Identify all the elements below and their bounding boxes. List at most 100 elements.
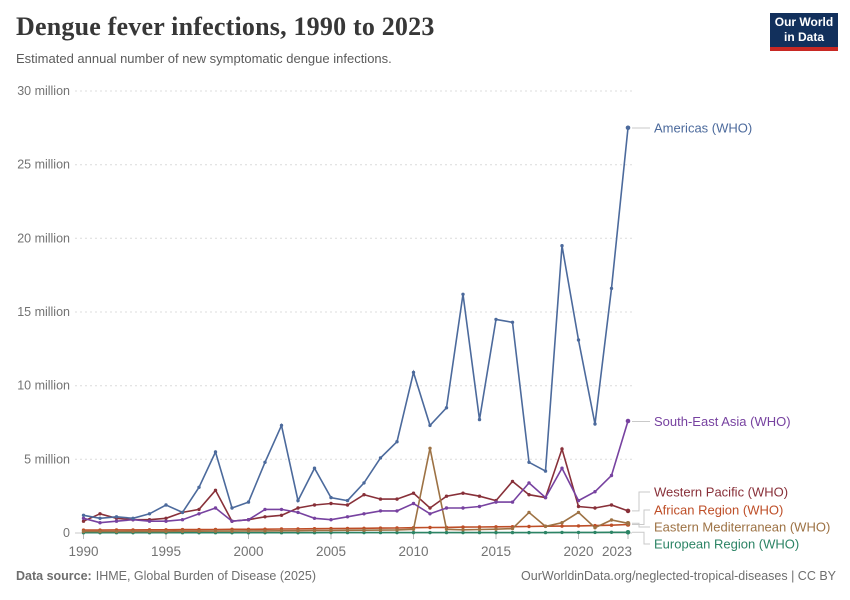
data-point-european-region-who-2013[interactable] (461, 530, 465, 535)
data-point-americas-who-2009[interactable] (395, 440, 399, 444)
data-point-european-region-who-2008[interactable] (378, 530, 383, 535)
data-point-european-region-who-2014[interactable] (477, 530, 482, 535)
data-point-eastern-mediterranean-who-2010[interactable] (411, 527, 416, 531)
data-point-south-east-asia-who-1992[interactable] (114, 519, 119, 523)
data-point-western-pacific-who-2011[interactable] (428, 506, 432, 510)
series-line-western-pacific-who[interactable] (83, 446, 629, 523)
data-point-americas-who-2013[interactable] (461, 292, 465, 296)
data-point-european-region-who-2016[interactable] (510, 530, 515, 535)
data-point-south-east-asia-who-2019[interactable] (560, 466, 564, 470)
data-point-south-east-asia-who-2007[interactable] (362, 512, 366, 516)
data-point-americas-who-2001[interactable] (263, 460, 267, 464)
data-point-western-pacific-who-1995[interactable] (164, 516, 168, 520)
data-point-western-pacific-who-1990[interactable] (81, 519, 86, 523)
data-point-south-east-asia-who-2016[interactable] (510, 500, 515, 504)
data-point-eastern-mediterranean-who-2015[interactable] (494, 527, 498, 531)
data-point-eastern-mediterranean-who-1994[interactable] (147, 529, 152, 534)
data-point-americas-who-2002[interactable] (279, 423, 284, 428)
data-point-eastern-mediterranean-who-1990[interactable] (81, 529, 86, 534)
data-point-eastern-mediterranean-who-2007[interactable] (362, 528, 366, 532)
data-point-eastern-mediterranean-who-2018[interactable] (543, 524, 548, 529)
data-point-south-east-asia-who-2008[interactable] (378, 509, 383, 513)
data-point-americas-who-2000[interactable] (246, 500, 251, 504)
data-point-european-region-who-2009[interactable] (395, 530, 399, 535)
data-point-eastern-mediterranean-who-1997[interactable] (197, 529, 201, 533)
series-label-western-pacific-who[interactable]: Western Pacific (WHO) (654, 485, 788, 500)
data-point-americas-who-1996[interactable] (180, 510, 185, 515)
data-point-western-pacific-who-2022[interactable] (609, 503, 614, 507)
data-point-south-east-asia-who-2017[interactable] (527, 481, 531, 485)
data-point-eastern-mediterranean-who-2005[interactable] (329, 528, 333, 533)
data-point-south-east-asia-who-2011[interactable] (428, 512, 432, 516)
data-point-african-region-who-2013[interactable] (461, 525, 465, 529)
data-point-south-east-asia-who-1999[interactable] (230, 519, 234, 523)
data-point-eastern-mediterranean-who-2008[interactable] (378, 528, 383, 532)
data-point-western-pacific-who-2003[interactable] (296, 506, 300, 510)
data-point-european-region-who-2023[interactable] (625, 530, 631, 535)
series-line-south-east-asia-who[interactable] (83, 420, 629, 524)
data-point-americas-who-2011[interactable] (428, 423, 432, 428)
data-point-eastern-mediterranean-who-2000[interactable] (246, 529, 251, 533)
data-point-americas-who-2020[interactable] (576, 338, 581, 342)
data-point-americas-who-1990[interactable] (81, 513, 86, 517)
data-point-european-region-who-2010[interactable] (411, 530, 416, 535)
series-label-african-region-who[interactable]: African Region (WHO) (654, 503, 783, 518)
data-point-south-east-asia-who-1991[interactable] (98, 521, 102, 525)
data-point-south-east-asia-who-1994[interactable] (147, 519, 152, 523)
data-point-americas-who-2010[interactable] (411, 370, 416, 375)
data-point-eastern-mediterranean-who-1995[interactable] (164, 529, 168, 534)
data-point-south-east-asia-who-2020[interactable] (576, 498, 581, 503)
data-point-western-pacific-who-2021[interactable] (593, 506, 597, 510)
data-point-western-pacific-who-2019[interactable] (560, 447, 564, 451)
data-point-south-east-asia-who-2012[interactable] (444, 506, 449, 510)
data-point-americas-who-2004[interactable] (312, 466, 317, 470)
data-point-americas-who-2018[interactable] (543, 469, 548, 473)
data-point-americas-who-2015[interactable] (494, 317, 498, 322)
data-point-eastern-mediterranean-who-1991[interactable] (98, 529, 102, 534)
data-point-americas-who-1993[interactable] (131, 516, 135, 520)
data-point-americas-who-2019[interactable] (560, 244, 564, 248)
data-point-south-east-asia-who-2004[interactable] (312, 516, 317, 520)
series-label-european-region-who[interactable]: European Region (WHO) (654, 537, 799, 552)
series-label-south-east-asia-who[interactable]: South-East Asia (WHO) (654, 414, 791, 429)
data-point-south-east-asia-who-2018[interactable] (543, 495, 548, 500)
data-point-african-region-who-2017[interactable] (527, 524, 531, 529)
series-line-eastern-mediterranean-who[interactable] (83, 448, 629, 533)
data-point-european-region-who-2022[interactable] (609, 530, 614, 534)
data-point-south-east-asia-who-2000[interactable] (246, 518, 251, 522)
data-point-eastern-mediterranean-who-2004[interactable] (312, 528, 317, 533)
data-point-americas-who-1991[interactable] (98, 516, 102, 520)
data-point-south-east-asia-who-2015[interactable] (494, 500, 498, 504)
data-point-south-east-asia-who-2009[interactable] (395, 509, 399, 513)
data-point-european-region-who-2012[interactable] (444, 530, 449, 535)
data-point-eastern-mediterranean-who-2017[interactable] (527, 510, 531, 515)
data-point-western-pacific-who-2004[interactable] (312, 503, 317, 507)
data-point-americas-who-2016[interactable] (510, 320, 515, 324)
data-point-western-pacific-who-2014[interactable] (477, 494, 482, 498)
data-point-western-pacific-who-2006[interactable] (345, 503, 350, 507)
data-point-european-region-who-2019[interactable] (560, 530, 564, 535)
data-point-eastern-mediterranean-who-1999[interactable] (230, 529, 234, 533)
data-point-western-pacific-who-2023[interactable] (625, 508, 631, 514)
data-point-south-east-asia-who-2022[interactable] (609, 473, 614, 478)
data-point-south-east-asia-who-1996[interactable] (180, 518, 185, 522)
data-point-european-region-who-2017[interactable] (527, 530, 531, 535)
data-point-eastern-mediterranean-who-2016[interactable] (510, 526, 515, 531)
series-line-americas-who[interactable] (83, 127, 629, 520)
data-point-western-pacific-who-2008[interactable] (378, 497, 383, 501)
data-point-americas-who-2005[interactable] (329, 495, 333, 500)
data-point-eastern-mediterranean-who-2002[interactable] (279, 529, 284, 533)
data-point-americas-who-2006[interactable] (345, 498, 350, 503)
data-point-americas-who-2012[interactable] (444, 406, 449, 410)
owid-logo[interactable]: Our World in Data (770, 13, 838, 51)
data-point-south-east-asia-who-2013[interactable] (461, 506, 465, 510)
data-point-south-east-asia-who-2021[interactable] (593, 490, 597, 494)
data-point-americas-who-2023[interactable] (625, 125, 631, 131)
data-point-americas-who-1997[interactable] (197, 485, 201, 489)
data-point-americas-who-2003[interactable] (296, 498, 300, 503)
data-point-eastern-mediterranean-who-2021[interactable] (593, 526, 597, 530)
credit-link[interactable]: OurWorldinData.org/neglected-tropical-di… (521, 569, 836, 583)
data-point-western-pacific-who-1997[interactable] (197, 507, 201, 512)
